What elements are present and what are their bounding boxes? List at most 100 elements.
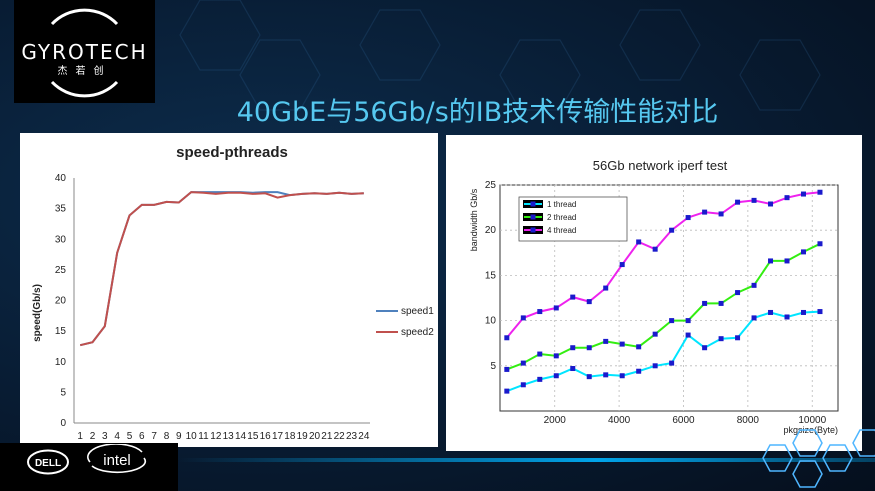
dell-text: DELL	[35, 458, 61, 469]
chart2-legend-label: 1 thread	[547, 200, 576, 209]
chart2-point	[586, 345, 592, 351]
chart1-ytick-label: 35	[55, 204, 67, 215]
chart2-point	[603, 372, 609, 378]
chart2-point	[685, 215, 691, 221]
chart1-xtick-label: 1	[77, 431, 83, 442]
chart2-point	[603, 285, 609, 291]
chart2-point	[702, 209, 708, 215]
logo-subtitle: 杰若创	[57, 66, 112, 77]
intel-text: intel	[103, 452, 131, 469]
chart2-point	[652, 246, 658, 252]
chart1-xtick-label: 5	[127, 431, 133, 442]
chart2-point	[504, 335, 510, 341]
chart2-point	[504, 366, 510, 372]
chart1-xtick-label: 21	[321, 431, 333, 442]
chart1-xtick-label: 17	[272, 431, 284, 442]
chart1-xtick-label: 3	[102, 431, 108, 442]
chart1-xtick-label: 22	[334, 431, 346, 442]
company-logo: GYROTECH 杰若创	[14, 0, 155, 103]
logo-circle-icon	[50, 8, 119, 98]
chart2-ytick-label: 10	[485, 316, 497, 327]
intel-logo-icon: intel	[87, 444, 147, 474]
chart2-series-line-0	[506, 310, 821, 393]
chart1-legend-label: speed1	[401, 306, 434, 317]
chart2-ylabel: bandwidth Gb/s	[469, 188, 479, 251]
chart1-xtick-label: 12	[210, 431, 222, 442]
chart2-xtick-label: 2000	[544, 415, 567, 426]
chart2-title: 56Gb network iperf test	[593, 158, 728, 173]
chart2-point	[735, 335, 741, 341]
chart1-ytick-label: 40	[55, 173, 67, 184]
chart2-point	[619, 373, 625, 379]
chart1-ytick-label: 15	[55, 326, 67, 337]
iperf-chart: 56Gb network iperf test bandwidth Gb/s p…	[469, 158, 839, 435]
chart-panel-left: speed-pthreads speed(Gb/s) 0 5 10 15 20 25 30 3…	[20, 133, 438, 447]
chart1-xtick-label: 14	[235, 431, 247, 442]
chart1-xtick-label: 9	[176, 431, 182, 442]
chart2-point	[685, 332, 691, 338]
chart1-xtick-label: 16	[260, 431, 272, 442]
chart1-ylabel: speed(Gb/s)	[32, 284, 43, 342]
chart2-legend-marker	[530, 214, 536, 220]
chart2-point	[784, 258, 790, 264]
chart1-title: speed-pthreads	[176, 144, 288, 161]
chart1-series-line-speed1	[79, 191, 364, 347]
chart1-xtick-label: 15	[247, 431, 259, 442]
chart1-xtick-label: 24	[358, 431, 370, 442]
chart2-point	[570, 294, 576, 300]
chart2-point	[735, 290, 741, 296]
chart2-point	[586, 374, 592, 380]
chart2-xtick-label: 6000	[672, 415, 695, 426]
chart2-point	[537, 309, 543, 315]
chart2-point	[718, 336, 724, 342]
chart2-point	[570, 345, 576, 351]
chart2-point	[504, 388, 510, 394]
chart2-point	[768, 258, 774, 264]
chart2-point	[669, 360, 675, 366]
chart2-point	[817, 309, 823, 315]
chart2-point	[751, 197, 757, 203]
chart2-point	[702, 345, 708, 351]
chart2-series-line-2	[506, 191, 821, 339]
chart1-ytick-label: 5	[60, 387, 66, 398]
chart2-point	[520, 382, 526, 388]
chart1-ytick-label: 25	[55, 265, 67, 276]
chart2-legend-label: 2 thread	[547, 213, 576, 222]
chart1-xtick-label: 4	[114, 431, 120, 442]
dell-logo-icon: DELL	[27, 449, 69, 475]
chart1-xtick-label: 2	[90, 431, 96, 442]
chart2-xtick-label: 10000	[798, 415, 826, 426]
chart1-ytick-label: 20	[55, 296, 67, 307]
chart2-point	[800, 249, 806, 255]
chart2-point	[520, 360, 526, 366]
chart1-xtick-label: 8	[164, 431, 170, 442]
chart2-point	[751, 315, 757, 321]
chart2-point	[784, 195, 790, 201]
chart2-ytick-label: 15	[485, 270, 497, 281]
chart2-point	[817, 241, 823, 247]
chart2-point	[652, 331, 658, 337]
chart2-ytick-label: 25	[485, 180, 497, 191]
chart2-legend-marker	[530, 227, 536, 233]
chart1-legend-label: speed2	[401, 327, 434, 338]
chart1-xtick-label: 20	[309, 431, 321, 442]
chart1-xtick-label: 18	[284, 431, 296, 442]
chart2-point	[669, 227, 675, 233]
chart2-point	[636, 239, 642, 245]
chart1-ytick-label: 30	[55, 234, 67, 245]
chart2-plot-frame	[499, 184, 839, 412]
chart2-legend-marker	[530, 201, 536, 207]
logo-name: GYROTECH	[21, 40, 148, 64]
chart2-point	[718, 300, 724, 306]
chart1-xtick-label: 11	[198, 431, 209, 442]
chart1-xtick-label: 6	[139, 431, 145, 442]
chart2-point	[570, 366, 576, 372]
chart1-xtick-label: 10	[186, 431, 198, 442]
hex-decoration-icon	[762, 429, 875, 488]
chart1-ytick-label: 0	[60, 418, 66, 429]
chart1-xtick-label: 7	[151, 431, 157, 442]
chart2-series-line-1	[506, 242, 821, 371]
chart2-point	[800, 191, 806, 197]
chart1-xtick-label: 23	[346, 431, 358, 442]
